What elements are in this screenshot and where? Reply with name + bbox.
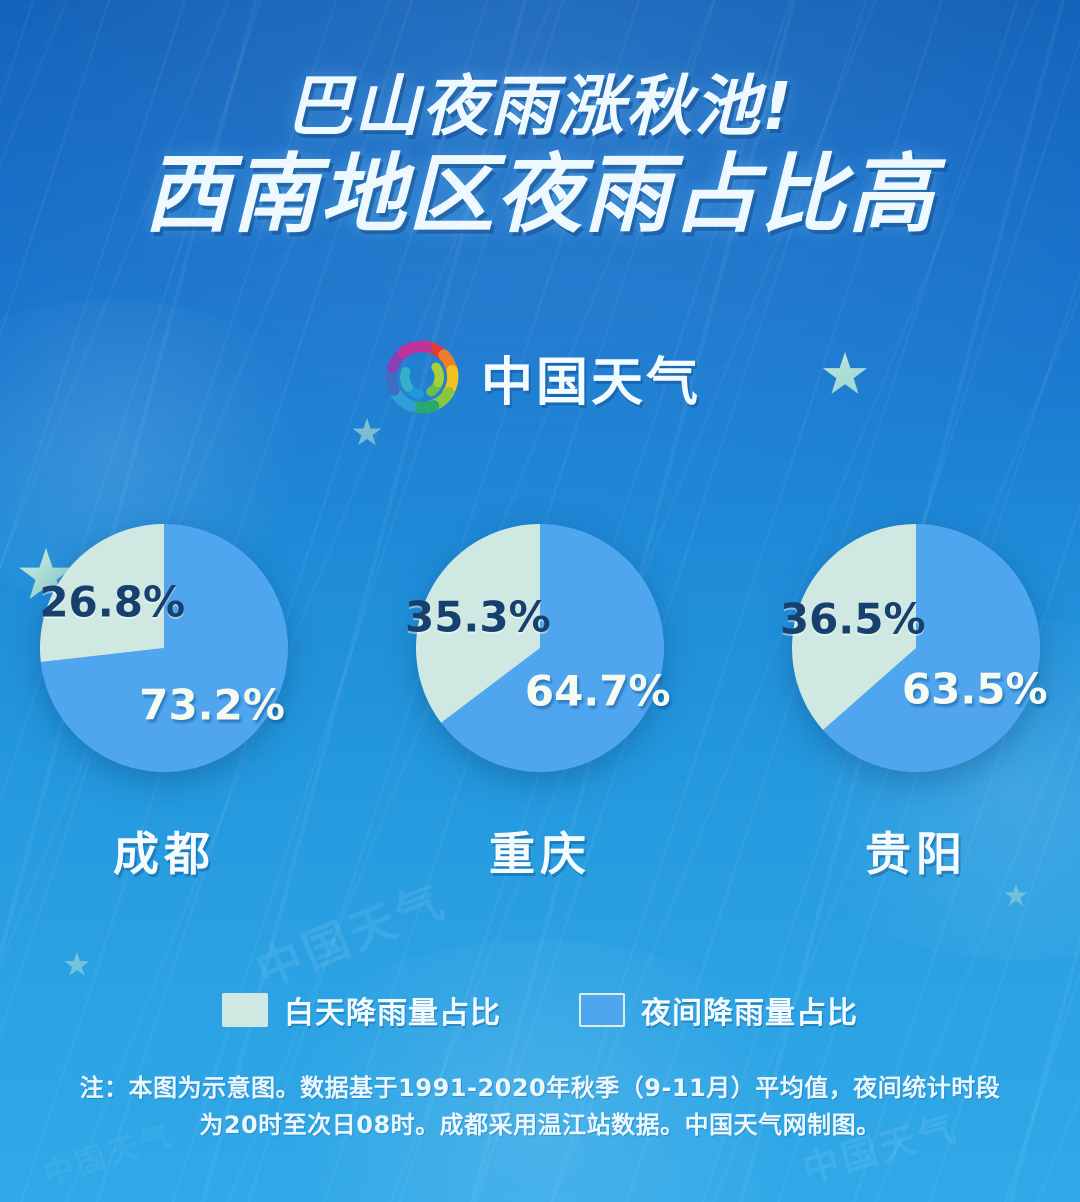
star-icon [1004,884,1028,906]
legend-item-day: 白天降雨量占比 [222,988,501,1032]
pie-label-night: 64.7% [524,666,671,716]
pie-label-day: 35.3% [404,592,551,642]
pie-city-label: 贵阳 [865,827,967,881]
title-line-1: 巴山夜雨涨秋池! [285,68,795,145]
brand-logo-text: 中国天气 [480,352,701,413]
pie-slice-night [822,524,1040,772]
pie-city-label: 重庆 [489,827,591,881]
pie-city-label: 成都 [113,827,215,881]
pie-label-night: 63.5% [901,664,1048,714]
footnote: 注：本图为示意图。数据基于1991-2020年秋季（9-11月）平均值，夜间统计… [0,1070,1080,1144]
pie-chart-group: 26.8% 73.2% 成都 35.3% 64.7% 重庆 36.5% 63.5% 贵阳 [0,500,1080,884]
star-icon [64,952,90,976]
pie-canvas: 36.5% 63.5% [771,500,1061,800]
pie-chart-2: 35.3% 64.7% 重庆 [395,500,685,884]
pie-chart-1: 26.8% 73.2% 成都 [19,500,309,884]
legend-label-day: 白天降雨量占比 [284,996,501,1031]
brand-logo-row: 中国天气 [0,334,1080,420]
pie-canvas: 35.3% 64.7% [395,500,685,800]
watermark: 中国天气 [248,873,454,999]
china-weather-spiral-logo-icon [385,340,459,414]
pie-slice-day [40,524,164,662]
title-line-2: 西南地区夜雨占比高 [144,144,936,245]
star-icon [352,418,382,446]
legend-swatch-night [579,993,625,1027]
pie-slice-day [416,524,540,723]
pie-slice-night [441,524,664,772]
pie-svg [40,524,288,772]
footnote-line-2: 为20时至次日08时。成都采用温江站数据。中国天气网制图。 [199,1111,881,1140]
legend-swatch-day [222,993,268,1027]
pie-label-day: 26.8% [39,577,186,627]
footnote-line-1: 注：本图为示意图。数据基于1991-2020年秋季（9-11月）平均值，夜间统计… [79,1074,1001,1102]
pie-slice-day [792,524,916,731]
pie-svg [416,524,664,772]
pie-svg [792,524,1040,772]
pie-label-night: 73.2% [139,680,285,730]
pie-label-day: 36.5% [779,594,926,644]
pie-canvas: 26.8% 73.2% [19,500,309,800]
legend-item-night: 夜间降雨量占比 [579,988,858,1032]
pie-slice-night [40,524,288,772]
chart-legend: 白天降雨量占比 夜间降雨量占比 [0,988,1080,1032]
legend-label-night: 夜间降雨量占比 [641,996,858,1031]
poster-title-block: 巴山夜雨涨秋池! 西南地区夜雨占比高 [0,72,1080,241]
pie-chart-3: 36.5% 63.5% 贵阳 [771,500,1061,884]
